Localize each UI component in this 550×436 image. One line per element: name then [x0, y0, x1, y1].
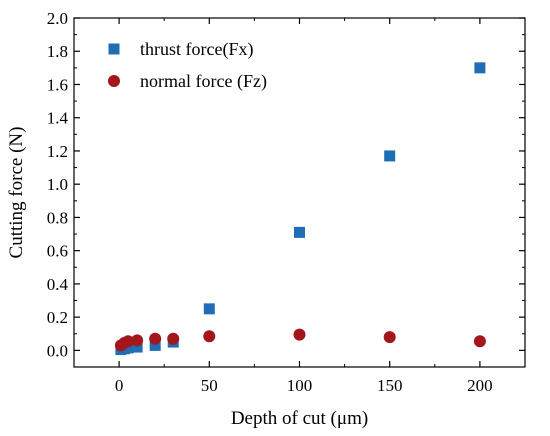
- thrust-force-point: [474, 62, 486, 74]
- normal-force-point: [293, 328, 306, 341]
- legend-circle-marker: [108, 75, 120, 87]
- y-tick-label: 0.2: [47, 308, 68, 327]
- legend-square-marker: [108, 43, 120, 55]
- y-tick-label: 0.6: [47, 242, 68, 261]
- normal-force-point: [203, 330, 216, 343]
- thrust-force-point: [149, 339, 161, 351]
- normal-force-point: [473, 335, 486, 348]
- legend-label: normal force (Fz): [140, 71, 267, 92]
- y-tick-label: 1.2: [47, 142, 68, 161]
- thrust-force-point: [203, 303, 215, 315]
- y-tick-label: 0.4: [47, 275, 69, 294]
- x-axis-title: Depth of cut (μm): [231, 408, 368, 429]
- x-tick-label: 50: [201, 376, 218, 395]
- normal-force-point: [149, 332, 162, 345]
- x-tick-label: 0: [115, 376, 124, 395]
- x-tick-label: 100: [287, 376, 313, 395]
- y-tick-label: 0.0: [47, 341, 68, 360]
- y-tick-label: 2.0: [47, 9, 68, 28]
- x-tick-label: 150: [377, 376, 403, 395]
- thrust-force-point: [384, 150, 396, 162]
- thrust-force-point: [122, 342, 134, 354]
- normal-force-point: [383, 331, 396, 344]
- thrust-force-point: [294, 226, 305, 238]
- x-tick-label: 200: [467, 376, 493, 395]
- chart-marks: [114, 62, 486, 356]
- legend: thrust force(Fx) normal force (Fz): [108, 39, 267, 92]
- y-tick-label: 0.8: [47, 208, 68, 227]
- thrust-force-point: [131, 341, 143, 353]
- y-tick-label: 1.4: [47, 109, 69, 128]
- y-tick-label: 1.8: [47, 42, 68, 61]
- legend-label: thrust force(Fx): [140, 39, 253, 60]
- normal-force-point: [131, 334, 144, 347]
- y-axis-title: Cutting force (N): [6, 127, 27, 259]
- axis-ticks: 0 50 100 150 200 0.0 0.2 0.4 0.6 0.8 1.0 1.2 1.4 1.6 1…: [47, 9, 525, 395]
- normal-force-point: [167, 332, 180, 345]
- y-tick-label: 1.6: [47, 75, 68, 94]
- y-tick-label: 1.0: [47, 175, 68, 194]
- normal-force-point: [122, 335, 135, 348]
